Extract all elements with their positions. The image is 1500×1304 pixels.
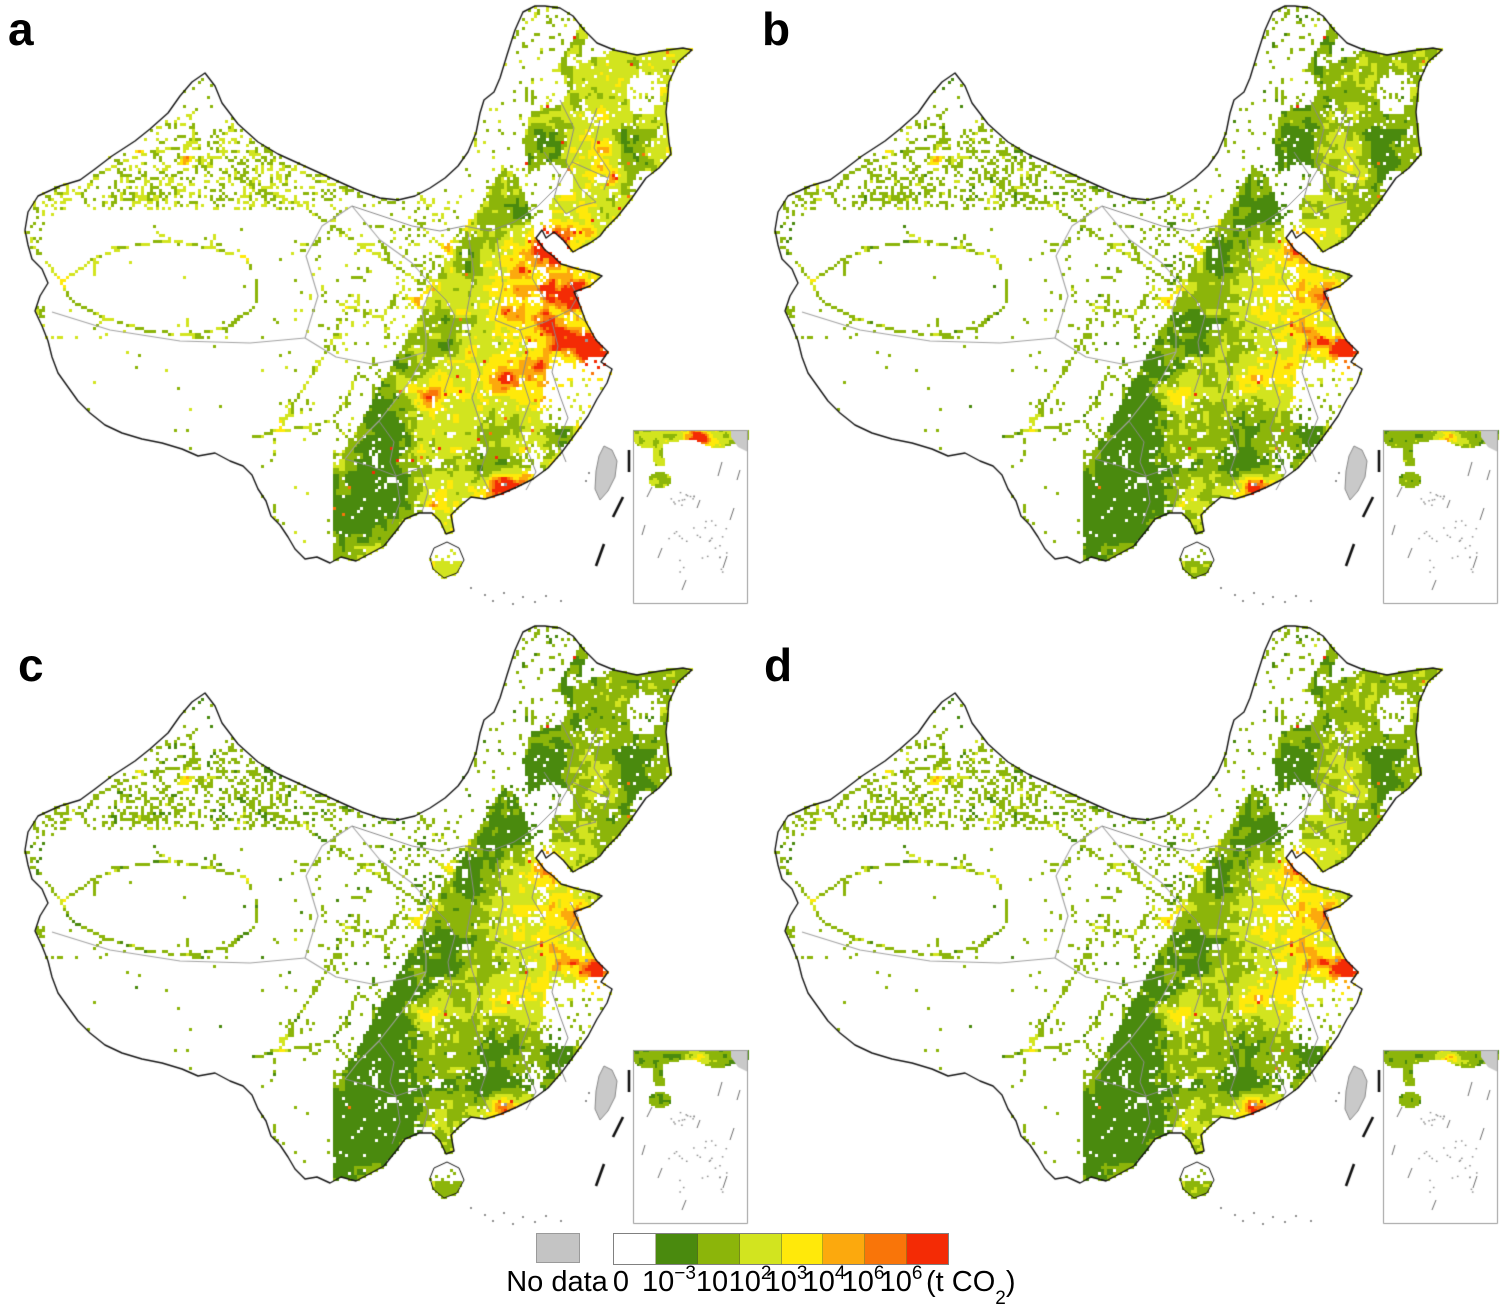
legend-tick-6: 106 (841, 1263, 885, 1299)
legend-tick-5: 104 (802, 1263, 846, 1299)
tick-base: 10 (841, 1266, 874, 1298)
tick-base: 10 (728, 1266, 761, 1298)
map-canvas-a (0, 0, 750, 620)
tick-base: 10 (695, 1266, 729, 1298)
map-canvas-d (750, 620, 1500, 1240)
legend-no-data-swatch (536, 1233, 580, 1263)
tick-base: 10 (879, 1266, 912, 1298)
legend-unit: (t CO2) (926, 1266, 1016, 1304)
legend-tick-3: 102 (728, 1263, 772, 1299)
tick-exp: 6 (873, 1263, 885, 1285)
legend-scale-box (907, 1234, 948, 1264)
legend-no-data-label: No data (506, 1266, 608, 1298)
panel-c: c (0, 620, 750, 1240)
unit-pre: (t CO (926, 1266, 996, 1298)
tick-exp: 6 (911, 1263, 923, 1285)
tick-exp: 2 (760, 1263, 772, 1285)
tick-exp: −3 (674, 1263, 696, 1285)
panel-a: a (0, 0, 750, 620)
legend-tick-4: 103 (764, 1263, 808, 1299)
legend-scale-box (655, 1234, 698, 1264)
tick-base: 0 (612, 1266, 630, 1298)
unit-sub: 2 (995, 1287, 1006, 1304)
map-canvas-c (0, 620, 750, 1240)
legend-scale-box (614, 1234, 656, 1264)
legend-scale-box (739, 1234, 782, 1264)
tick-exp: 4 (834, 1263, 846, 1285)
legend-tick-0: 0 (613, 1266, 629, 1299)
tick-exp: 3 (796, 1263, 808, 1285)
legend-scale-box (697, 1234, 740, 1264)
map-canvas-b (750, 0, 1500, 620)
tick-base: 10 (802, 1266, 835, 1298)
legend-scale-box (781, 1234, 824, 1264)
panel-label-b: b (762, 3, 791, 55)
legend-color-scale (613, 1233, 949, 1265)
tick-base: 10 (642, 1266, 675, 1298)
unit-post: ) (1005, 1266, 1016, 1298)
panel-label-a: a (8, 3, 34, 55)
panel-d: d (750, 620, 1500, 1240)
panel-b: b (750, 0, 1500, 620)
legend-tick-1: 10−3 (642, 1263, 696, 1299)
legend-scale-box (823, 1234, 866, 1264)
panel-label-c: c (18, 639, 44, 691)
legend-scale-box (865, 1234, 908, 1264)
panel-label-d: d (764, 639, 793, 691)
legend: No data 0 10−3 10 102 103 104 106 106 (t… (0, 1226, 1500, 1304)
tick-base: 10 (764, 1266, 797, 1298)
legend-tick-7: 106 (879, 1263, 923, 1299)
legend-tick-2: 10 (696, 1266, 728, 1299)
